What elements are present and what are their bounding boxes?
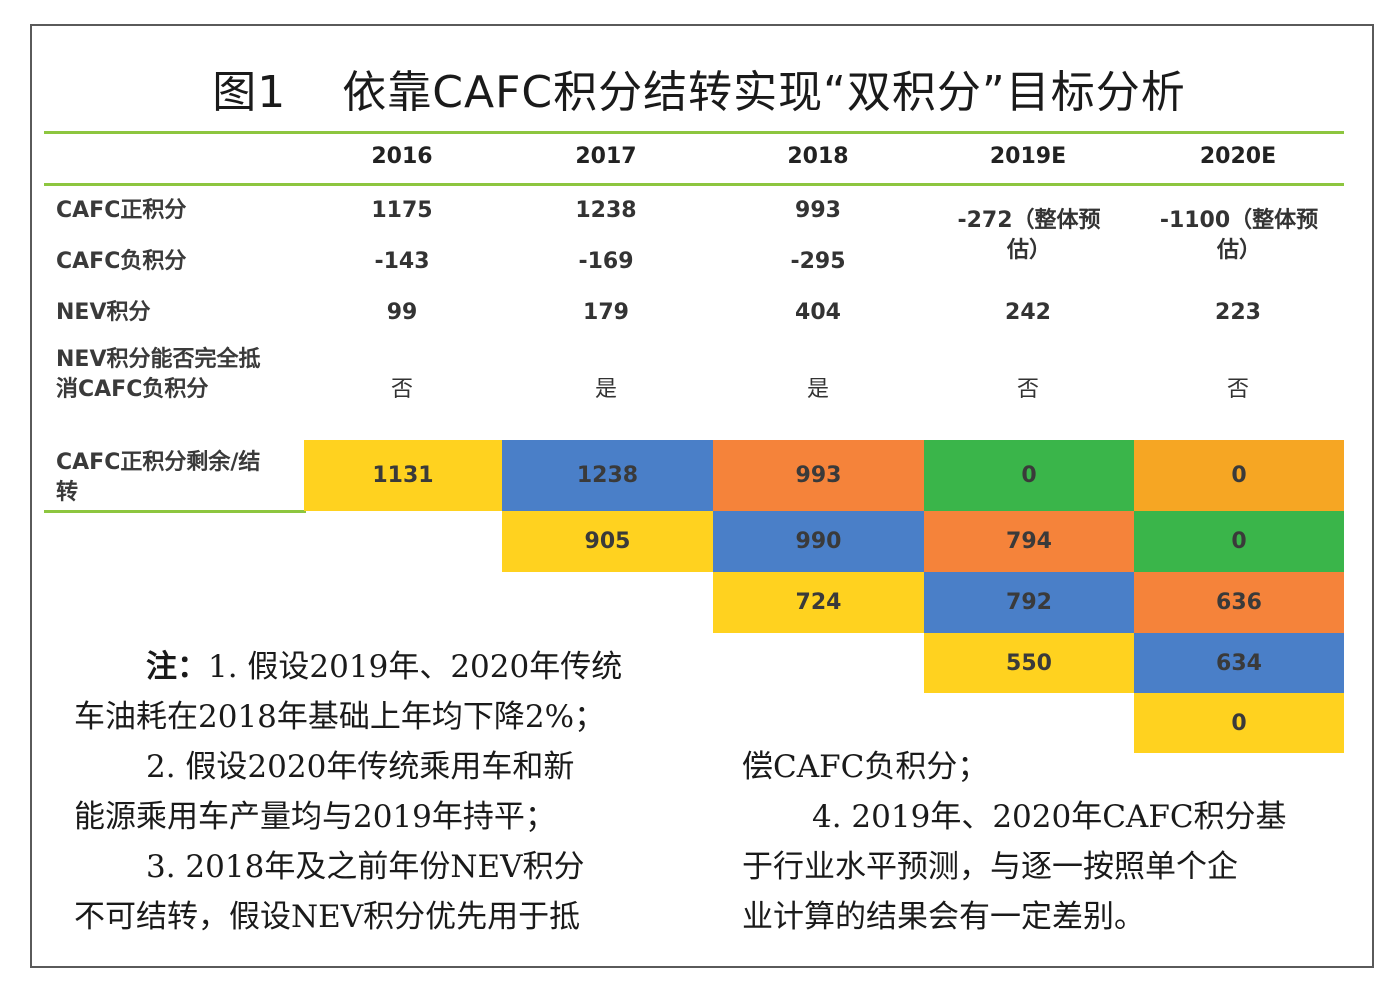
header-rule — [44, 183, 1344, 186]
nev-2018: 404 — [795, 300, 841, 325]
nev-2020e: 223 — [1215, 300, 1261, 325]
year-header-2018: 2018 — [787, 144, 849, 169]
year-header-2017: 2017 — [575, 144, 637, 169]
carry-cell: 993 — [713, 440, 924, 511]
offset-2018: 是 — [806, 377, 829, 402]
estimate-2019e: -272（整体预估） — [957, 208, 1101, 263]
year-header-2016: 2016 — [371, 144, 433, 169]
estimate-2020e: -1100（整体预估） — [1159, 208, 1319, 263]
note-line: 注：1. 假设2019年、2020年传统 — [146, 642, 622, 692]
note-line: 2. 假设2020年传统乘用车和新 — [146, 749, 575, 785]
carry-cell: 0 — [1134, 693, 1344, 753]
note-line: 不可结转，假设NEV积分优先用于抵 — [74, 899, 581, 935]
negative-2017: -169 — [578, 249, 634, 274]
carry-cell: 1131 — [304, 440, 502, 511]
row-label-positive: CAFC正积分 — [56, 198, 187, 223]
row-label-negative: CAFC负积分 — [56, 249, 187, 274]
carry-cell: 1238 — [502, 440, 713, 511]
figure-title-text: 依靠CAFC积分结转实现“双积分”目标分析 — [342, 67, 1186, 118]
row-label-offset: NEV积分能否完全抵消CAFC负积分 — [56, 347, 261, 402]
carry-cell: 724 — [713, 572, 924, 633]
nev-2016: 99 — [386, 300, 418, 325]
nev-2019e: 242 — [1005, 300, 1051, 325]
carry-cell: 0 — [1134, 440, 1344, 511]
carry-cell: 550 — [924, 633, 1134, 693]
positive-2016: 1175 — [371, 198, 433, 223]
nev-2017: 179 — [583, 300, 629, 325]
note-line: 3. 2018年及之前年份NEV积分 — [146, 849, 585, 885]
note-line: 车油耗在2018年基础上年均下降2%； — [74, 699, 606, 735]
carry-cell: 0 — [924, 440, 1134, 511]
figure-title: 图1 依靠CAFC积分结转实现“双积分”目标分析 — [0, 56, 1398, 120]
note-prefix: 注： — [146, 649, 208, 685]
offset-2019e: 否 — [1016, 377, 1039, 402]
positive-2017: 1238 — [575, 198, 637, 223]
row-label-nev: NEV积分 — [56, 300, 151, 325]
offset-2016: 否 — [390, 377, 413, 402]
row-label-remain: CAFC正积分剩余/结转 — [56, 450, 261, 505]
year-header-2020e: 2020E — [1199, 144, 1277, 169]
note-line: 业计算的结果会有一定差别。 — [742, 899, 1145, 935]
carry-cell: 634 — [1134, 633, 1344, 693]
bottom-rule — [44, 510, 306, 513]
note-line: 偿CAFC负积分； — [742, 749, 989, 785]
figure-number: 图1 — [212, 67, 287, 118]
carry-cell: 905 — [502, 511, 713, 572]
top-rule — [44, 131, 1344, 134]
positive-2018: 993 — [795, 198, 841, 223]
offset-2017: 是 — [594, 377, 617, 402]
carry-cell: 990 — [713, 511, 924, 572]
note-line: 能源乘用车产量均与2019年持平； — [74, 799, 556, 835]
note-line: 4. 2019年、2020年CAFC积分基 — [812, 799, 1287, 835]
carry-cell: 794 — [924, 511, 1134, 572]
year-header-2019e: 2019E — [989, 144, 1067, 169]
carry-cell: 636 — [1134, 572, 1344, 633]
negative-2016: -143 — [374, 249, 430, 274]
note-line: 于行业水平预测，与逐一按照单个企 — [742, 849, 1238, 885]
carry-cell: 0 — [1134, 511, 1344, 572]
negative-2018: -295 — [790, 249, 846, 274]
offset-2020e: 否 — [1226, 377, 1249, 402]
note-text: 1. 假设2019年、2020年传统 — [208, 649, 623, 685]
carry-cell: 792 — [924, 572, 1134, 633]
